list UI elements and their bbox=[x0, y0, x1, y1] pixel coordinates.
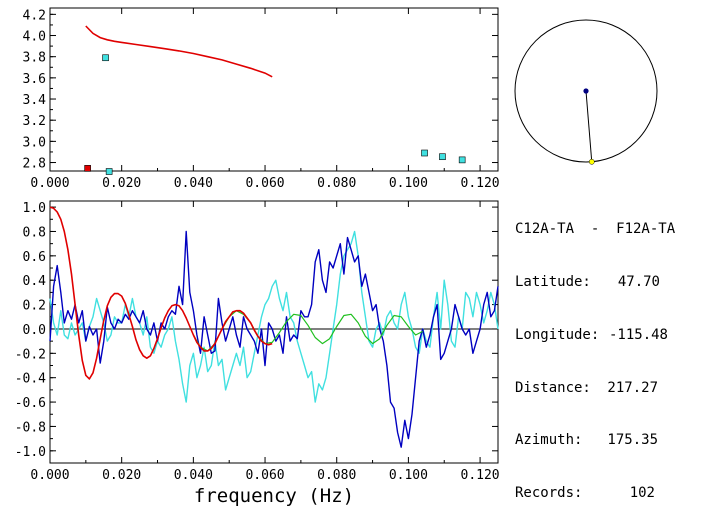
x-tick-label: 0.000 bbox=[30, 468, 69, 483]
x-tick-label: 0.080 bbox=[317, 176, 356, 191]
info-label: Azimuth: bbox=[515, 432, 583, 449]
x-tick-label: 0.120 bbox=[461, 176, 500, 191]
x-tick-label: 0.020 bbox=[102, 176, 141, 191]
y-tick-label: 0.6 bbox=[23, 250, 46, 265]
measurement-marker bbox=[458, 156, 466, 164]
bottom-plot-ticks: 1.0 0.8 0.6 0.4 0.2 0.0 -0.2 -0.4 -0.6 -0.8 -1.0 0.… bbox=[15, 201, 500, 483]
y-tick-label: -1.0 bbox=[15, 445, 46, 460]
x-tick-label: 0.080 bbox=[317, 468, 356, 483]
info-label: Distance: bbox=[515, 379, 591, 396]
y-tick-label: 4.2 bbox=[23, 8, 46, 23]
y-tick-label: 1.0 bbox=[23, 201, 46, 216]
y-tick-label: -0.8 bbox=[15, 420, 46, 435]
y-tick-label: -0.6 bbox=[15, 396, 46, 411]
remote-station-dot bbox=[588, 158, 595, 165]
info-row-records: Records: 102 bbox=[515, 485, 675, 503]
info-row-distance: Distance: 217.27 bbox=[515, 380, 675, 398]
info-value: 175.35 bbox=[607, 432, 658, 449]
top-plot-frame bbox=[49, 7, 499, 172]
y-tick-label: 4.0 bbox=[23, 30, 46, 45]
y-tick-label: -0.4 bbox=[15, 372, 46, 387]
info-value: 217.27 bbox=[607, 379, 658, 396]
y-tick-label: 0.0 bbox=[23, 323, 46, 338]
station-pair-label: C12A-TA - F12A-TA bbox=[515, 221, 676, 238]
y-tick-label: 3.2 bbox=[23, 114, 46, 129]
x-tick-label: 0.100 bbox=[389, 468, 428, 483]
station-info: C12A-TA - F12A-TA Latitude: 47.70 Longitu… bbox=[515, 186, 675, 520]
y-tick-label: 3.6 bbox=[23, 72, 46, 87]
center-station-dot bbox=[583, 88, 589, 94]
model-series-line bbox=[49, 206, 273, 380]
azimuth-map bbox=[514, 19, 658, 165]
info-row-azimuth: Azimuth: 175.35 bbox=[515, 432, 675, 450]
imag-series-line bbox=[49, 230, 499, 403]
x-tick-label: 0.100 bbox=[389, 176, 428, 191]
y-tick-label: 3.4 bbox=[23, 93, 47, 108]
dispersion-curve bbox=[85, 25, 273, 78]
bottom-plot: 1.0 0.8 0.6 0.4 0.2 0.0 -0.2 -0.4 -0.6 -0.8 -1.0 0.… bbox=[15, 200, 500, 507]
measurement-markers bbox=[84, 54, 466, 175]
x-tick-label: 0.120 bbox=[461, 468, 500, 483]
x-tick-label: 0.040 bbox=[174, 176, 213, 191]
info-value: 47.70 bbox=[617, 273, 660, 290]
measurement-marker bbox=[421, 149, 428, 157]
x-tick-label: 0.060 bbox=[245, 468, 284, 483]
x-tick-label: 0.020 bbox=[102, 468, 141, 483]
azimuth-circle bbox=[514, 19, 658, 163]
top-plot-ticks: 2.8 3.0 3.2 3.4 3.6 3.8 4.0 4.2 0.000 0.020 0.040 0… bbox=[23, 8, 500, 191]
measurement-marker bbox=[102, 54, 109, 62]
measurement-marker bbox=[105, 168, 113, 175]
info-label: Longitude: bbox=[515, 326, 600, 343]
info-value: 102 bbox=[629, 485, 655, 502]
y-tick-label: 0.8 bbox=[23, 225, 46, 240]
y-tick-label: 0.4 bbox=[23, 274, 47, 289]
x-axis-label: frequency (Hz) bbox=[194, 485, 354, 507]
x-tick-label: 0.060 bbox=[245, 176, 284, 191]
picked-marker bbox=[84, 165, 91, 172]
bottom-plot-series bbox=[49, 206, 499, 448]
info-row-latitude: Latitude: 47.70 bbox=[515, 274, 675, 292]
y-tick-label: 3.0 bbox=[23, 135, 46, 150]
y-tick-label: -0.2 bbox=[15, 347, 46, 362]
x-tick-label: 0.040 bbox=[174, 468, 213, 483]
y-tick-label: 0.2 bbox=[23, 299, 46, 314]
x-tick-label: 0.000 bbox=[30, 176, 69, 191]
info-value: -115.48 bbox=[608, 326, 668, 343]
info-label: Latitude: bbox=[515, 273, 591, 290]
top-plot: 2.8 3.0 3.2 3.4 3.6 3.8 4.0 4.2 0.000 0.020 0.040 0… bbox=[23, 7, 500, 191]
azimuth-line bbox=[585, 90, 593, 162]
info-row-longitude: Longitude: -115.48 bbox=[515, 327, 675, 345]
y-tick-label: 3.8 bbox=[23, 51, 46, 66]
y-tick-label: 2.8 bbox=[23, 157, 46, 172]
real-series-line bbox=[49, 230, 499, 448]
measurement-marker bbox=[439, 153, 446, 161]
info-label: Records: bbox=[515, 485, 583, 502]
